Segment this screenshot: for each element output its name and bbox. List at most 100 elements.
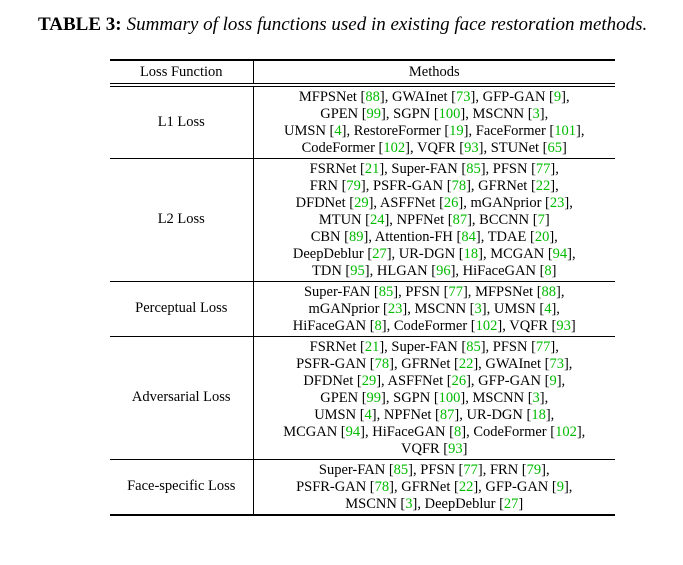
citation-link[interactable]: 26 [443, 194, 459, 211]
methods-line: VQFR [93] [254, 441, 616, 458]
citation-bracket: ], [386, 245, 399, 262]
citation-bracket: ], [463, 122, 476, 139]
citation-link[interactable]: 88 [541, 283, 557, 300]
citation-link[interactable]: 85 [378, 283, 394, 300]
loss-function-name: Face-specific Loss [110, 458, 254, 515]
citation-link[interactable]: 78 [374, 478, 390, 495]
citation-link[interactable]: 100 [438, 389, 461, 406]
citation-link[interactable]: 29 [361, 372, 377, 389]
citation-bracket: ], [480, 338, 493, 355]
citation-link[interactable]: 4 [334, 122, 342, 139]
citation-link[interactable]: 9 [549, 372, 557, 389]
citation-link[interactable]: 21 [364, 338, 380, 355]
citation-link[interactable]: 73 [549, 355, 564, 372]
citation-link[interactable]: 9 [553, 88, 562, 105]
citation-link[interactable]: 96 [436, 262, 451, 279]
citation-link[interactable]: 22 [458, 478, 474, 495]
method-name: Super-FAN [ [391, 338, 467, 355]
citation-link[interactable]: 73 [456, 88, 471, 105]
citation-link[interactable]: 101 [554, 122, 577, 139]
citation-bracket: ], [371, 406, 384, 423]
citation-link[interactable]: 79 [346, 177, 361, 194]
citation-link[interactable]: 89 [348, 228, 364, 245]
citation-link[interactable]: 102 [383, 139, 406, 156]
citation-link[interactable]: 87 [439, 406, 455, 423]
citation-link[interactable]: 77 [448, 283, 463, 300]
citation-link[interactable]: 94 [552, 245, 568, 262]
citation-link[interactable]: 23 [387, 300, 403, 317]
citation-link[interactable]: 7 [537, 211, 545, 228]
table-caption-label: TABLE 3: [38, 14, 122, 35]
citation-bracket: ], [497, 317, 510, 334]
citation-link[interactable]: 21 [364, 160, 380, 177]
citation-link[interactable]: 65 [547, 139, 563, 156]
method-name: MSCNN [ [472, 389, 533, 406]
method-name: PFSN [ [420, 461, 464, 478]
citation-bracket: ], [389, 478, 402, 495]
citation-link[interactable]: 93 [464, 139, 479, 156]
citation-bracket: ], [541, 461, 550, 478]
citation-link[interactable]: 85 [466, 160, 481, 177]
citation-link[interactable]: 78 [374, 355, 390, 372]
citation-link[interactable]: 18 [463, 245, 479, 262]
citation-link[interactable]: 3 [532, 389, 540, 406]
citation-link[interactable]: 22 [458, 355, 474, 372]
citation-link[interactable]: 8 [453, 423, 462, 440]
citation-link[interactable]: 8 [374, 317, 382, 334]
citation-link[interactable]: 77 [463, 461, 478, 478]
citation-link[interactable]: 77 [535, 338, 551, 355]
citation-link[interactable]: 8 [544, 262, 552, 279]
methods-line: CBN [89], Attention-FH [84], TDAE [20], [254, 229, 616, 246]
method-name: FRN [ [489, 461, 527, 478]
citation-link[interactable]: 93 [448, 440, 463, 457]
citation-link[interactable]: 27 [503, 495, 519, 512]
citation-link[interactable]: 26 [451, 372, 467, 389]
citation-link[interactable]: 77 [535, 160, 551, 177]
citation-link[interactable]: 23 [549, 194, 565, 211]
citation-link[interactable]: 9 [556, 478, 564, 495]
citation-link[interactable]: 3 [532, 105, 540, 122]
citation-link[interactable]: 102 [475, 317, 498, 334]
citation-link[interactable]: 20 [534, 228, 550, 245]
citation-link[interactable]: 94 [345, 423, 361, 440]
citation-link[interactable]: 84 [461, 228, 476, 245]
citation-link[interactable]: 79 [526, 461, 542, 478]
loss-function-name: Perceptual Loss [110, 280, 254, 337]
citation-link[interactable]: 85 [393, 461, 409, 478]
method-name: ASFFNet [ [387, 372, 452, 389]
citation-link[interactable]: 3 [405, 495, 413, 512]
method-name: PFSN [ [492, 338, 536, 355]
table-header: Loss Function Methods [110, 59, 615, 87]
citation-link[interactable]: 95 [350, 262, 365, 279]
citation-link[interactable]: 24 [369, 211, 385, 228]
citation-link[interactable]: 19 [449, 122, 464, 139]
citation-link[interactable]: 88 [365, 88, 380, 105]
method-name: UMSN [ [493, 300, 545, 317]
citation-link[interactable]: 102 [555, 423, 577, 440]
citation-bracket: ], [550, 177, 559, 194]
method-name: GWAInet [ [391, 88, 456, 105]
citation-bracket: ], [376, 372, 388, 389]
citation-link[interactable]: 27 [372, 245, 387, 262]
citation-link[interactable]: 93 [556, 317, 571, 334]
citation-bracket: ], [381, 317, 394, 334]
citation-link[interactable]: 4 [544, 300, 552, 317]
citation-link[interactable]: 100 [438, 105, 461, 122]
citation-bracket: ], [556, 283, 565, 300]
methods-line: UMSN [4], NPFNet [87], UR-DGN [18], [254, 407, 616, 424]
method-name: GFRNet [ [401, 478, 459, 495]
citation-link[interactable]: 4 [364, 406, 372, 423]
citation-bracket: ], [462, 283, 476, 300]
citation-link[interactable]: 99 [366, 389, 382, 406]
citation-link[interactable]: 18 [531, 406, 546, 423]
citation-link[interactable]: 85 [466, 338, 481, 355]
citation-bracket: ], [480, 160, 493, 177]
citation-link[interactable]: 29 [354, 194, 369, 211]
citation-link[interactable]: 78 [451, 177, 467, 194]
method-name: VQFR [ [509, 317, 557, 334]
citation-link[interactable]: 87 [452, 211, 468, 228]
citation-link[interactable]: 22 [535, 177, 551, 194]
citation-link[interactable]: 99 [366, 105, 382, 122]
citation-link[interactable]: 3 [474, 300, 482, 317]
table-row: L1 Loss MFPSNet [88], GWAInet [73], GFP-G… [110, 84, 615, 159]
